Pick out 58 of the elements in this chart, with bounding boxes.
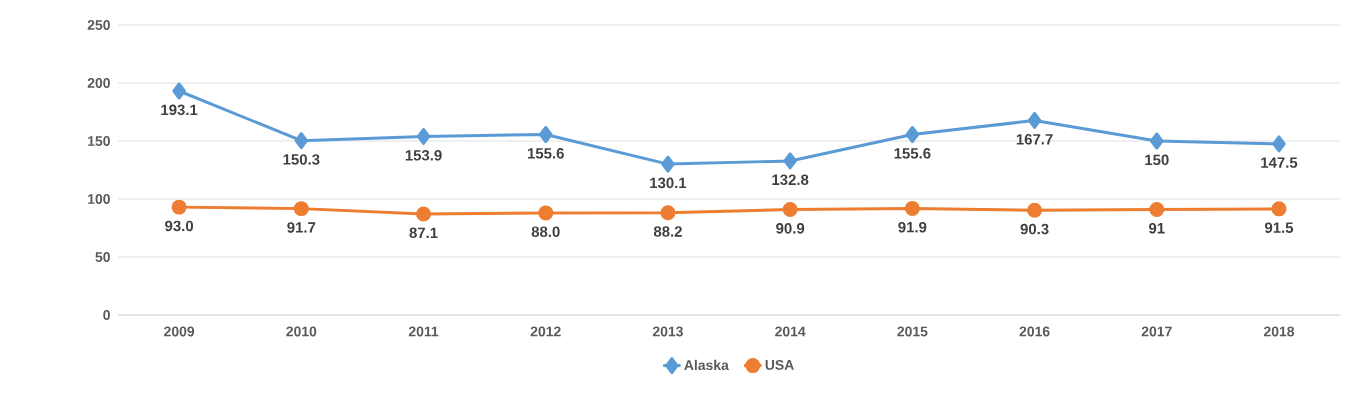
data-label: 155.6 <box>894 148 931 159</box>
point <box>294 132 309 150</box>
data-label: 90.9 <box>776 223 805 234</box>
y-tick-label: 250 <box>87 20 110 30</box>
data-label: 193.1 <box>161 104 198 116</box>
point <box>1027 111 1042 129</box>
data-label: 147.5 <box>1261 157 1298 168</box>
data-label: 167.7 <box>1016 133 1053 145</box>
data-label: 130.1 <box>650 177 687 189</box>
data-label: 88.2 <box>653 226 682 237</box>
x-tick-label: 2016 <box>1019 326 1050 337</box>
point <box>660 205 676 221</box>
x-tick-label: 2015 <box>897 326 928 337</box>
data-label: 91.5 <box>1264 222 1294 233</box>
point <box>538 126 553 143</box>
point <box>538 205 554 221</box>
point <box>293 201 309 217</box>
x-tick-label: 2017 <box>1141 326 1172 337</box>
point <box>416 127 431 145</box>
y-tick-label: 100 <box>88 194 110 204</box>
point <box>661 155 675 173</box>
data-label: 155.6 <box>527 148 564 159</box>
data-label: 88.0 <box>531 226 560 238</box>
point <box>783 152 797 170</box>
point <box>172 82 186 100</box>
legend-label: USA <box>765 359 794 370</box>
data-label: 87.1 <box>409 227 438 239</box>
point <box>416 206 432 222</box>
point <box>1027 202 1043 218</box>
legend-label: Alaska <box>684 359 729 371</box>
data-label: 91.9 <box>898 221 927 233</box>
x-tick-label: 2009 <box>164 326 195 337</box>
data-label: 153.9 <box>405 149 442 161</box>
x-tick-label: 2012 <box>530 326 561 337</box>
point <box>171 199 187 215</box>
point <box>1271 201 1287 217</box>
y-tick-label: 150 <box>88 136 110 146</box>
data-label: 150.3 <box>283 154 320 165</box>
x-tick-label: 2013 <box>652 326 683 337</box>
x-tick-label: 2011 <box>408 326 439 337</box>
x-tick-label: 2010 <box>286 326 317 337</box>
data-label: 93.0 <box>165 220 194 232</box>
point <box>904 200 920 216</box>
point <box>782 202 798 218</box>
y-tick-label: 200 <box>87 78 110 88</box>
data-label: 150 <box>1145 154 1169 166</box>
point <box>1150 132 1164 150</box>
data-label: 90.3 <box>1020 223 1049 235</box>
data-label: 91.7 <box>287 222 316 233</box>
x-tick-label: 2014 <box>775 326 806 337</box>
y-tick-label: 0 <box>103 310 110 320</box>
point <box>905 126 920 143</box>
y-tick-label: 50 <box>95 252 110 262</box>
x-tick-label: 2018 <box>1263 326 1295 337</box>
point <box>1272 135 1286 153</box>
point <box>1149 201 1165 217</box>
data-label: 132.8 <box>772 174 809 186</box>
data-label: 91 <box>1148 222 1165 234</box>
